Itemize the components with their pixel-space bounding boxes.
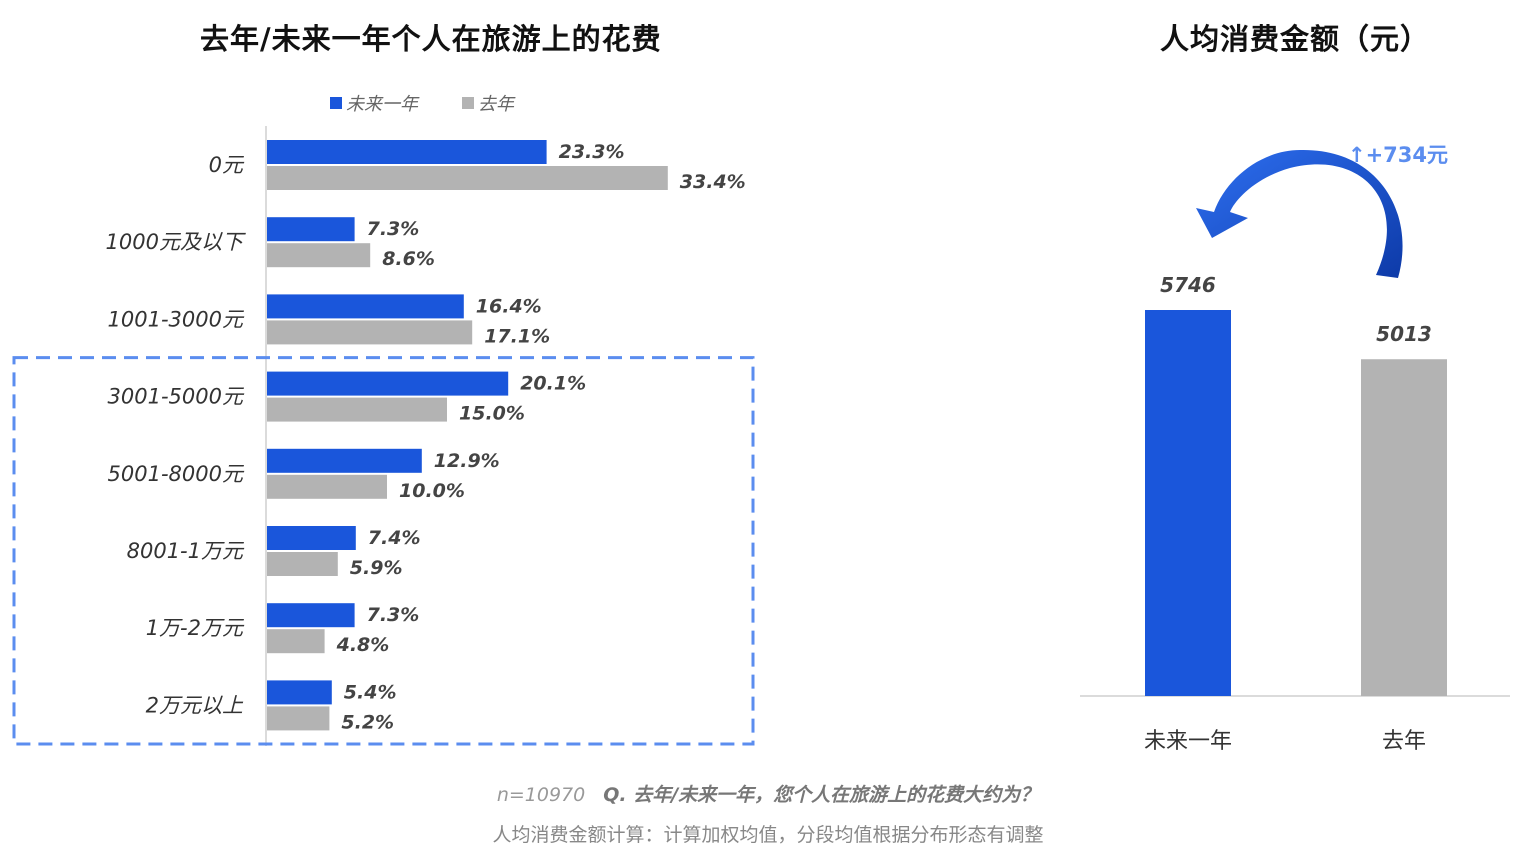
data-label-next-year: 12.9%: [434, 450, 500, 472]
category-label: 1万-2万元: [146, 616, 245, 640]
legend-label-next-year: 未来一年: [346, 94, 418, 115]
bar-next-year: [267, 680, 332, 705]
bar-next-year: [1145, 310, 1231, 696]
legend: 未来一年 去年: [330, 90, 514, 116]
data-label-next-year: 20.1%: [520, 373, 586, 395]
data-label-last-year: 4.8%: [336, 634, 390, 656]
data-label: 5013: [1376, 322, 1432, 346]
legend-swatch-last-year: [462, 97, 474, 109]
category-label: 2万元以上: [146, 693, 244, 717]
legend-swatch-next-year: [330, 97, 342, 109]
bar-last-year: [1361, 359, 1447, 696]
data-label-next-year: 16.4%: [476, 295, 542, 317]
bar-last-year: [267, 320, 473, 345]
bar-next-year: [267, 294, 464, 319]
data-label-next-year: 7.4%: [368, 527, 421, 549]
bar-last-year: [267, 397, 447, 422]
category-label: 3001-5000元: [108, 385, 245, 409]
data-label-last-year: 10.0%: [399, 480, 465, 502]
left-chart-title: 去年/未来一年个人在旅游上的花费: [200, 22, 662, 56]
data-label-last-year: 5.2%: [341, 711, 394, 733]
bar-last-year: [267, 474, 387, 499]
bar-next-year: [267, 140, 547, 164]
category-label: 去年: [1382, 729, 1426, 754]
data-label: 5746: [1160, 273, 1216, 297]
right-chart-title: 人均消费金额（元）: [1160, 22, 1431, 56]
bar-next-year: [267, 217, 355, 242]
legend-label-last-year: 去年: [478, 94, 514, 115]
bar-last-year: [267, 552, 338, 576]
sample-size: n=10970: [496, 784, 586, 806]
bar-next-year: [267, 526, 356, 550]
legend-item-last-year: 去年: [462, 90, 514, 116]
data-label-next-year: 7.3%: [367, 218, 420, 240]
footer-note: 人均消费金额计算：计算加权均值，分段均值根据分布形态有调整: [492, 824, 1044, 846]
bar-next-year: [267, 448, 422, 473]
category-label: 1001-3000元: [108, 307, 245, 331]
data-label-last-year: 8.6%: [382, 248, 435, 270]
legend-item-next-year: 未来一年: [330, 90, 418, 116]
category-label: 1000元及以下: [106, 230, 246, 254]
data-label-last-year: 5.9%: [350, 557, 403, 579]
question-text: Q. 去年/未来一年，您个人在旅游上的花费大约为？: [603, 784, 1040, 806]
left-bar-chart: 0元 23.3% 33.4% 1000元及以下 7.3% 8.6% 1001-3000元 16…: [12, 126, 755, 746]
data-label-last-year: 15.0%: [459, 403, 525, 425]
category-label: 8001-1万元: [127, 539, 245, 563]
category-label: 0元: [209, 153, 245, 177]
footer-question: n=10970 Q. 去年/未来一年，您个人在旅游上的花费大约为？: [0, 780, 1536, 807]
data-label-last-year: 17.1%: [484, 325, 550, 347]
bar-last-year: [267, 706, 330, 731]
bar-next-year: [267, 371, 509, 396]
bar-next-year: [267, 603, 355, 628]
highlight-dashed-box: [12, 356, 755, 746]
data-label-next-year: 5.4%: [344, 681, 397, 703]
category-label: 未来一年: [1144, 729, 1232, 754]
bar-last-year: [267, 629, 325, 654]
increase-annotation: ↑+734元: [1348, 143, 1448, 167]
increase-arrow-icon: [1196, 149, 1403, 278]
right-bar-chart: 5746 未来一年 5013 去年 ↑+734元: [1080, 143, 1510, 754]
category-label: 5001-8000元: [108, 462, 245, 486]
data-label-next-year: 23.3%: [559, 141, 625, 163]
bar-last-year: [267, 166, 668, 190]
bar-last-year: [267, 243, 371, 268]
data-label-last-year: 33.4%: [680, 171, 746, 193]
data-label-next-year: 7.3%: [367, 604, 420, 626]
